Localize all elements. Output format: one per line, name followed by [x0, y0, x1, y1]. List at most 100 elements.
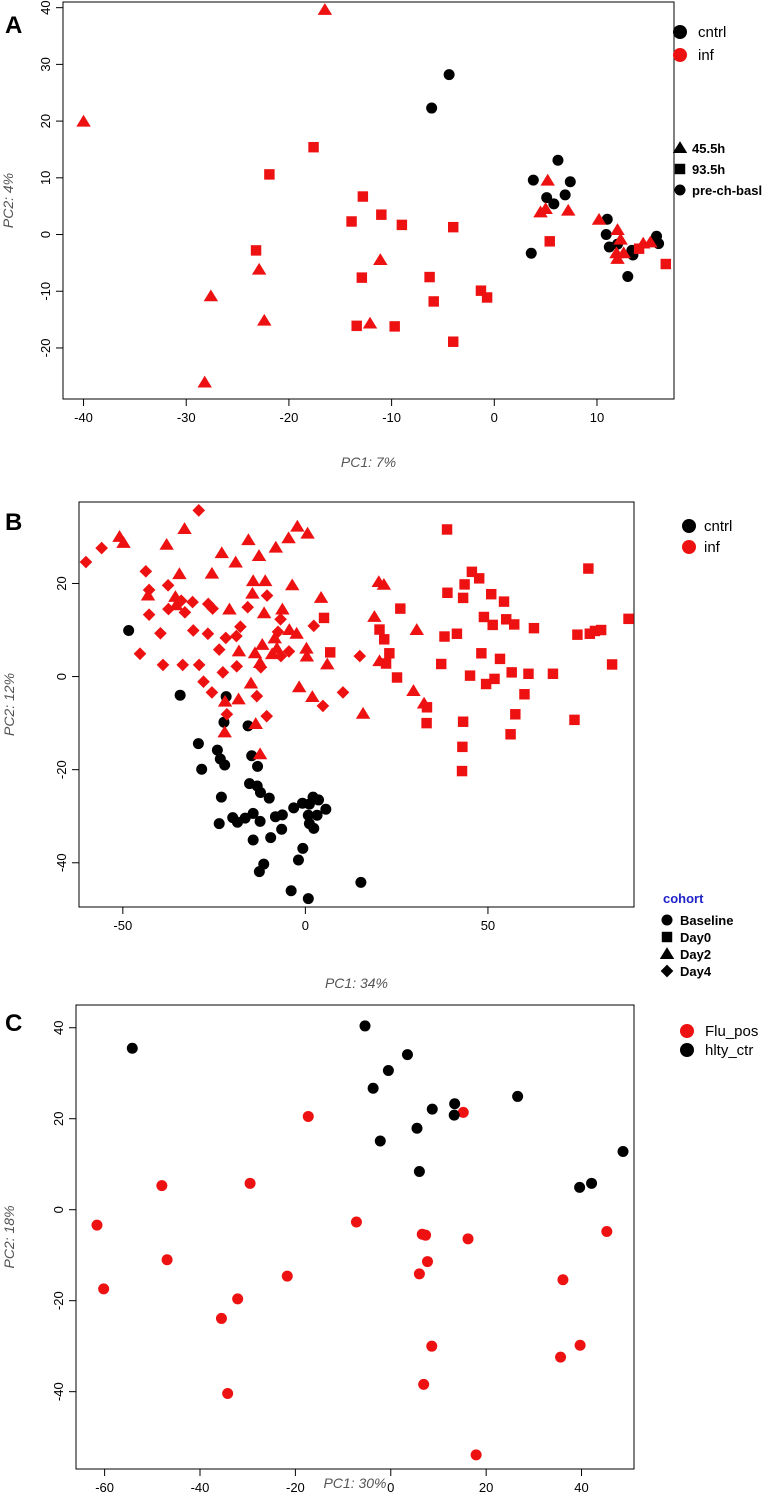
x-tick-label: -60 [95, 1480, 114, 1495]
data-point [351, 320, 362, 332]
data-points [76, 3, 672, 388]
panel-a: A -40 -30 -20 -10 0 10 -20 -10 0 10 20 30 40 PC1: 7% PC… [0, 0, 762, 470]
data-point [421, 1256, 433, 1268]
data-point [357, 191, 369, 202]
data-point [243, 676, 259, 689]
x-axis: -40 -30 -20 -10 0 10 [74, 399, 604, 425]
data-point [600, 229, 612, 241]
data-point [276, 823, 288, 835]
x-tick-label: 20 [479, 1480, 493, 1495]
panel-label: B [5, 509, 22, 536]
legend-marker [682, 540, 696, 554]
y-tick-label: 0 [51, 1206, 66, 1213]
plot-frame [78, 501, 635, 908]
data-point [389, 321, 400, 332]
data-point [583, 563, 594, 574]
data-point [528, 622, 540, 634]
data-point [313, 591, 329, 603]
x-tick-label: -40 [74, 410, 93, 425]
data-point [247, 807, 259, 819]
data-point [523, 668, 534, 680]
data-point [299, 641, 314, 654]
data-point [302, 809, 314, 821]
data-point [462, 1233, 474, 1245]
data-point [317, 3, 333, 15]
legend-label: inf [698, 47, 715, 64]
data-point [439, 631, 450, 642]
legend-label: 93.5h [692, 162, 725, 177]
data-point [353, 649, 367, 663]
data-point [447, 336, 459, 347]
y-tick-label: -20 [38, 339, 53, 358]
x-tick-label: -10 [382, 410, 401, 425]
data-point [206, 602, 219, 615]
data-point [253, 866, 265, 878]
data-point [186, 595, 199, 609]
shape-legend: cohort Baseline Day0 Day2 Day4 [659, 891, 733, 979]
data-point [252, 747, 268, 760]
legend-label: Day0 [680, 930, 711, 945]
x-tick-label: 40 [574, 1480, 588, 1495]
legend-label: hlty_ctr [705, 1042, 753, 1059]
data-point [633, 243, 645, 254]
data-point [219, 759, 231, 771]
data-point [123, 624, 135, 636]
data-point [320, 803, 332, 815]
y-axis-label: PC2: 4% [0, 173, 16, 228]
x-tick-label: 10 [590, 410, 604, 425]
data-point [116, 536, 131, 548]
legend-marker [661, 931, 673, 943]
data-point [79, 555, 93, 569]
data-point [561, 203, 576, 216]
data-point [161, 1254, 173, 1266]
data-point [372, 654, 387, 667]
data-point [217, 725, 232, 738]
data-point [443, 69, 455, 81]
data-point [544, 236, 555, 247]
data-point [219, 631, 233, 645]
data-point [376, 209, 387, 220]
data-point [192, 504, 206, 517]
color-legend: Flu_pos hlty_ctr [680, 1023, 758, 1059]
data-point [126, 1042, 138, 1054]
data-point [245, 574, 261, 587]
x-tick-label: 0 [302, 918, 309, 933]
data-point [297, 842, 309, 854]
data-point [557, 1274, 569, 1286]
data-point [267, 631, 282, 644]
data-point [133, 647, 147, 661]
data-point [512, 1090, 524, 1102]
data-point [428, 296, 439, 307]
data-point [606, 659, 618, 670]
data-point [196, 763, 208, 775]
plot-frame [75, 1004, 635, 1470]
legend-marker [674, 184, 686, 196]
data-point [289, 626, 304, 639]
data-point [241, 533, 256, 546]
data-point [457, 1106, 469, 1118]
panel-c: C -60 -40 -20 0 20 40 -40 -20 0 20 40 PC1: 30% PC2: 1… [1, 1004, 758, 1495]
data-point [426, 102, 438, 114]
data-point [254, 786, 266, 798]
y-axis: -20 -10 0 10 20 30 40 [38, 0, 63, 357]
data-point [441, 524, 453, 535]
data-point [396, 219, 408, 231]
data-point [506, 667, 517, 678]
data-point [230, 629, 243, 643]
data-point [215, 791, 227, 803]
data-point [346, 216, 357, 227]
shape-legend: 45.5h 93.5h pre-ch-basl [672, 141, 762, 198]
data-point [241, 600, 255, 614]
x-axis-label: PC1: 30% [323, 1475, 386, 1491]
data-point [617, 1145, 629, 1157]
panel-b: B -50 0 50 -40 -20 0 20 PC1: 34% PC2: 12% cntrl inf… [1, 501, 733, 991]
data-point [643, 235, 658, 248]
data-point [156, 1180, 168, 1192]
data-point [156, 658, 170, 672]
data-point [231, 644, 247, 657]
data-point [257, 313, 272, 326]
data-point [324, 647, 336, 658]
data-point [478, 611, 490, 623]
data-point [203, 289, 219, 302]
